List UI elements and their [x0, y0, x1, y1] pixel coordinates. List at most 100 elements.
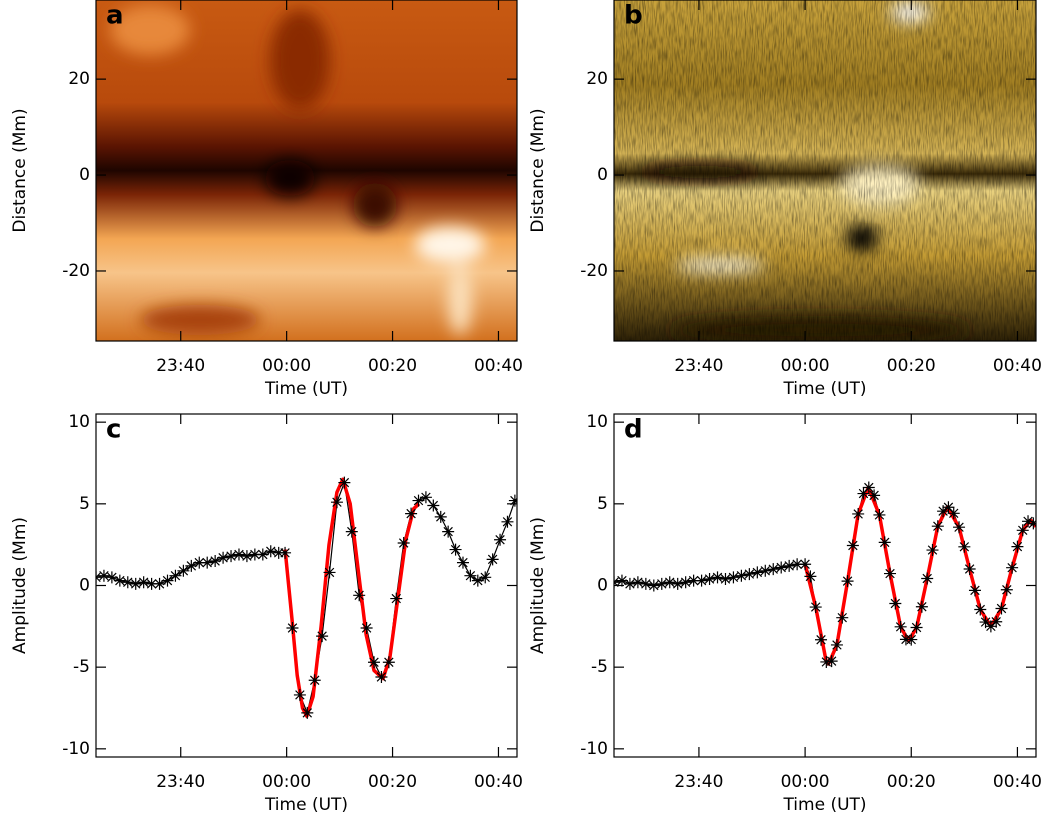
asterisk-marker	[984, 620, 997, 633]
x-tick-label: 00:40	[474, 772, 523, 792]
x-tick-label: 00:00	[262, 356, 311, 376]
y-axis-label: Distance (Mm)	[528, 108, 548, 232]
asterisk-marker	[915, 600, 928, 613]
asterisk-marker	[272, 546, 285, 559]
asterisk-marker	[240, 550, 253, 563]
asterisk-marker	[442, 525, 455, 538]
asterisk-marker	[434, 510, 447, 523]
asterisk-marker	[910, 621, 923, 634]
asterisk-marker	[1027, 517, 1036, 530]
image-a	[96, 0, 517, 341]
asterisk-marker	[330, 496, 343, 509]
x-tick-label: 00:40	[993, 772, 1041, 792]
asterisk-marker	[316, 630, 329, 643]
asterisk-marker	[857, 487, 870, 500]
asterisk-marker	[759, 564, 772, 577]
asterisk-marker	[375, 670, 388, 683]
x-tick-label: 23:40	[674, 772, 723, 792]
asterisk-marker	[799, 558, 812, 571]
y-tick-label: 20	[68, 69, 90, 89]
asterisk-marker	[353, 589, 366, 602]
asterisk-marker	[405, 507, 418, 520]
asterisk-marker	[185, 559, 198, 572]
y-tick-label: 5	[597, 494, 608, 514]
x-tick-label: 00:40	[474, 356, 523, 376]
x-tick-label: 23:40	[156, 356, 205, 376]
asterisk-marker	[264, 545, 277, 558]
asterisk-marker	[464, 569, 477, 582]
asterisk-marker	[479, 571, 492, 584]
x-tick-label: 00:00	[781, 772, 830, 792]
asterisk-marker	[382, 656, 395, 669]
plot-area	[614, 481, 1036, 668]
asterisk-marker	[647, 579, 660, 592]
x-tick-label: 00:00	[262, 772, 311, 792]
y-tick-label: -5	[73, 657, 90, 677]
x-tick-label: 00:20	[368, 356, 417, 376]
asterisk-marker	[868, 489, 881, 502]
asterisk-marker	[663, 576, 676, 589]
x-tick-label: 00:20	[887, 772, 936, 792]
asterisk-marker	[209, 555, 222, 567]
x-axis-label: Time (UT)	[264, 379, 348, 399]
x-axis-label: Time (UT)	[782, 795, 866, 815]
series-line	[283, 477, 421, 718]
asterisk-marker	[631, 576, 644, 589]
asterisk-marker	[841, 575, 854, 588]
y-tick-label: 0	[79, 165, 90, 185]
asterisk-marker	[979, 616, 992, 629]
asterisk-marker	[953, 521, 966, 534]
y-tick-label: 0	[597, 576, 608, 596]
asterisk-marker	[639, 577, 652, 590]
asterisk-marker	[256, 548, 269, 561]
plot-frame	[613, 0, 1037, 342]
x-axis-label: Time (UT)	[264, 795, 348, 815]
y-tick-label: 0	[79, 576, 90, 596]
asterisk-marker	[1022, 515, 1035, 528]
x-axis-label: Time (UT)	[782, 379, 866, 399]
plot-frame	[95, 0, 518, 342]
asterisk-marker	[390, 592, 403, 605]
asterisk-marker	[963, 563, 976, 576]
asterisk-marker	[775, 561, 788, 574]
asterisk-marker	[873, 508, 886, 521]
asterisk-marker	[494, 533, 507, 546]
asterisk-marker	[232, 548, 245, 561]
asterisk-marker	[105, 571, 118, 584]
asterisk-marker	[301, 706, 314, 719]
asterisk-marker	[1006, 561, 1019, 574]
asterisk-marker	[308, 674, 321, 687]
asterisk-marker	[623, 577, 636, 590]
asterisk-marker	[345, 525, 358, 538]
y-tick-label: -20	[580, 261, 608, 281]
x-tick-label: 00:40	[993, 356, 1041, 376]
asterisk-marker	[655, 577, 668, 590]
asterisk-marker	[809, 601, 822, 614]
asterisk-marker	[846, 539, 859, 552]
panel-label: c	[106, 415, 121, 445]
x-tick-label: 23:40	[156, 772, 205, 792]
asterisk-marker	[201, 556, 214, 569]
asterisk-marker	[225, 550, 238, 563]
asterisk-marker	[1016, 524, 1029, 537]
y-tick-label: 10	[586, 412, 608, 432]
asterisk-marker	[508, 494, 517, 507]
asterisk-marker	[852, 507, 865, 520]
asterisk-marker	[427, 499, 440, 512]
asterisk-marker	[419, 491, 432, 504]
asterisk-marker	[783, 559, 796, 572]
asterisk-marker	[937, 505, 950, 518]
plot-area	[96, 476, 517, 719]
asterisk-marker	[293, 688, 306, 701]
x-tick-label: 23:40	[674, 356, 723, 376]
asterisk-marker	[161, 574, 174, 587]
asterisk-marker	[958, 540, 971, 553]
series-line	[96, 482, 516, 714]
y-axis-label: Amplitude (Mm)	[528, 517, 548, 654]
asterisk-marker	[368, 656, 381, 669]
y-tick-label: -10	[62, 739, 90, 759]
asterisk-marker	[751, 566, 764, 579]
asterisk-marker	[990, 615, 1003, 628]
